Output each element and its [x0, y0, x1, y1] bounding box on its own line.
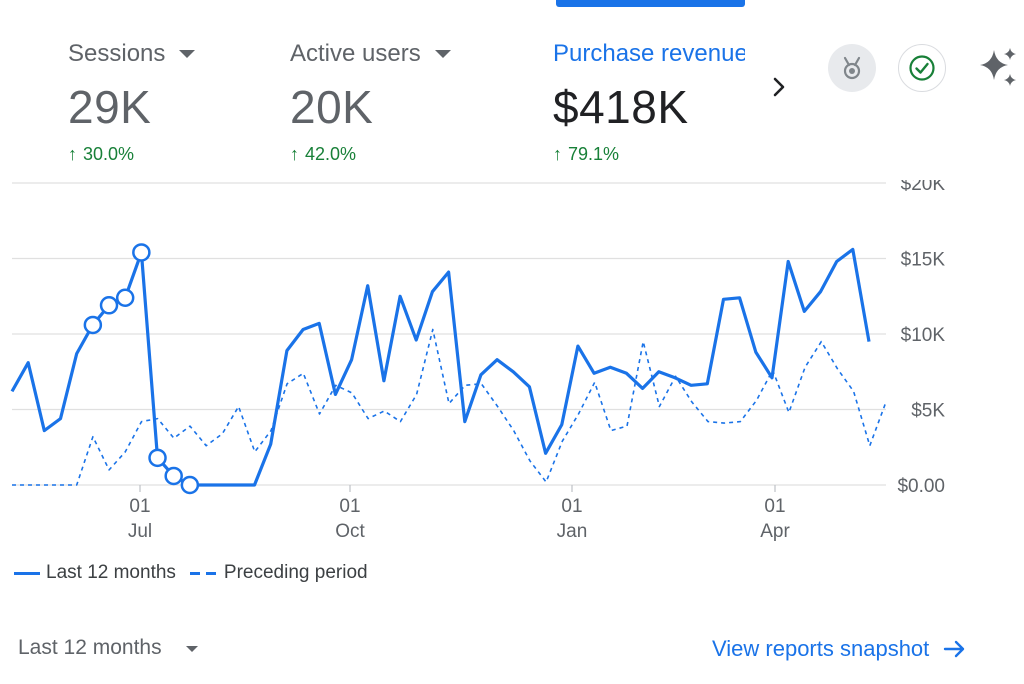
metric-label: Sessions [68, 40, 166, 67]
y-tick-label: $15K [901, 250, 946, 271]
metric-selector-active-users[interactable]: Active users [290, 40, 451, 68]
x-tick-day: 01 [561, 496, 582, 517]
data-point-marker [132, 243, 151, 262]
metric-card-purchase-revenue[interactable]: Purchase revenue $418K ↑ 79.1% [553, 40, 745, 165]
metric-change-value: 42.0% [305, 144, 357, 164]
metric-change-value: 30.0% [83, 144, 135, 164]
arrow-up-icon: ↑ [290, 144, 299, 164]
x-tick-day: 01 [339, 496, 360, 517]
series-line-preceding [12, 328, 887, 486]
metric-value: 20K [290, 81, 374, 133]
metric-change-value: 79.1% [568, 144, 620, 164]
data-point-marker [180, 475, 200, 495]
view-reports-snapshot-link[interactable]: View reports snapshot [712, 636, 967, 662]
x-tick-day: 01 [129, 496, 150, 517]
metric-value: $418K [553, 81, 689, 133]
y-tick-label: $10K [901, 325, 946, 346]
arrow-right-icon [944, 640, 965, 658]
chevron-right-icon[interactable] [764, 72, 794, 102]
arrow-up-icon: ↑ [553, 144, 562, 164]
sparkle-icon[interactable] [972, 44, 1020, 92]
x-tick-day: 01 [764, 496, 785, 517]
x-tick-month: Oct [335, 521, 365, 542]
caret-down-icon[interactable] [185, 646, 198, 652]
caret-down-icon[interactable] [434, 50, 451, 58]
series-line-current [10, 247, 871, 487]
legend-current-label: Last 12 months [46, 562, 176, 583]
metric-change: ↑ 79.1% [553, 144, 745, 165]
view-reports-label: View reports snapshot [712, 636, 930, 661]
data-point-marker [148, 448, 167, 468]
data-point-marker [164, 466, 183, 486]
metric-card-active-users[interactable]: Active users 20K ↑ 42.0% [290, 40, 451, 165]
metric-change: ↑ 30.0% [68, 144, 195, 165]
check-circle-icon[interactable] [898, 44, 946, 92]
x-tick-month: Jan [557, 521, 588, 542]
legend-solid-line-icon [14, 571, 40, 575]
y-tick-label: $0.00 [897, 476, 945, 497]
caret-down-icon[interactable] [179, 50, 196, 58]
metric-selector-sessions[interactable]: Sessions [68, 40, 196, 68]
metric-label: Purchase revenue [553, 40, 745, 67]
x-tick-month: Apr [760, 521, 790, 542]
metric-value: 29K [68, 81, 152, 133]
data-point-marker [99, 296, 119, 315]
y-tick-label: $20K [901, 180, 946, 195]
date-range-label: Last 12 months [18, 636, 162, 659]
insights-badge-icon[interactable] [828, 44, 876, 92]
metric-card-sessions[interactable]: Sessions 29K ↑ 30.0% [68, 40, 196, 165]
metric-label: Active users [290, 40, 421, 67]
chart-legend: Last 12 months Preceding period [14, 562, 368, 584]
data-point-marker [83, 315, 103, 335]
data-point-marker [115, 288, 135, 308]
arrow-up-icon: ↑ [68, 144, 77, 164]
selected-card-indicator [556, 0, 745, 7]
revenue-line-chart: $0.00 $5K $10K $15K $20K 01 Jul 01 Oct 01 Jan 01 Apr [10, 180, 946, 542]
legend-dashed-line-icon [189, 571, 216, 575]
x-tick-month: Jul [128, 521, 152, 542]
y-tick-label: $5K [911, 401, 945, 422]
metric-selector-purchase-revenue[interactable]: Purchase revenue [553, 40, 745, 68]
legend-previous-label: Preceding period [223, 562, 368, 583]
metric-change: ↑ 42.0% [290, 144, 451, 165]
date-range-selector[interactable]: Last 12 months [18, 636, 198, 660]
